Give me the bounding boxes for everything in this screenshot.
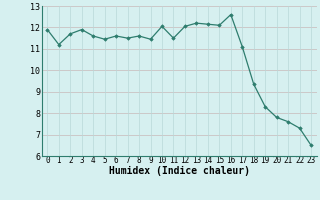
X-axis label: Humidex (Indice chaleur): Humidex (Indice chaleur) xyxy=(109,166,250,176)
